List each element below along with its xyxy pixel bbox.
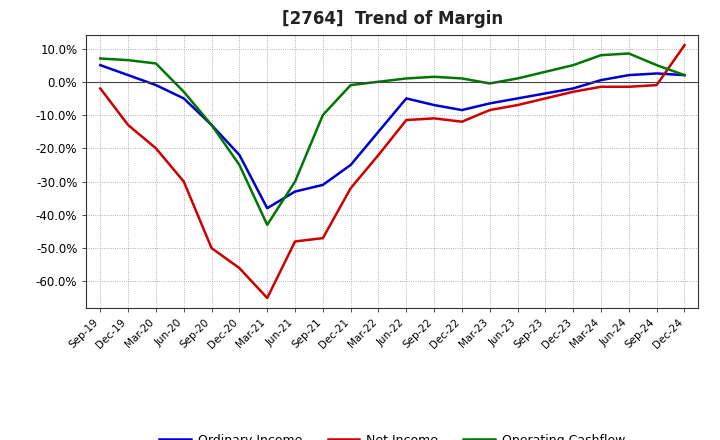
Ordinary Income [346,162,355,168]
Operating Cashflow [318,112,327,117]
Net Income [569,89,577,95]
Operating Cashflow [597,52,606,58]
Operating Cashflow [124,58,132,63]
Ordinary Income [597,77,606,83]
Ordinary Income [402,96,410,101]
Ordinary Income [179,96,188,101]
Net Income [318,235,327,241]
Ordinary Income [513,96,522,101]
Ordinary Income [124,73,132,78]
Operating Cashflow [680,73,689,78]
Operating Cashflow [374,79,383,84]
Operating Cashflow [179,89,188,95]
Operating Cashflow [652,62,661,68]
Ordinary Income [152,82,161,88]
Net Income [152,146,161,151]
Operating Cashflow [207,122,216,128]
Legend: Ordinary Income, Net Income, Operating Cashflow: Ordinary Income, Net Income, Operating C… [154,429,631,440]
Net Income [430,116,438,121]
Ordinary Income [318,182,327,187]
Line: Ordinary Income: Ordinary Income [100,65,685,208]
Ordinary Income [207,122,216,128]
Ordinary Income [680,73,689,78]
Net Income [235,265,243,271]
Net Income [124,122,132,128]
Ordinary Income [96,62,104,68]
Operating Cashflow [152,61,161,66]
Net Income [402,117,410,123]
Net Income [541,96,550,101]
Net Income [485,107,494,113]
Operating Cashflow [402,76,410,81]
Net Income [291,239,300,244]
Net Income [346,186,355,191]
Ordinary Income [652,71,661,76]
Net Income [624,84,633,89]
Operating Cashflow [430,74,438,80]
Line: Operating Cashflow: Operating Cashflow [100,54,685,225]
Operating Cashflow [291,179,300,184]
Title: [2764]  Trend of Margin: [2764] Trend of Margin [282,10,503,28]
Ordinary Income [458,107,467,113]
Ordinary Income [541,91,550,96]
Operating Cashflow [513,76,522,81]
Net Income [458,119,467,125]
Net Income [374,152,383,158]
Ordinary Income [485,101,494,106]
Net Income [597,84,606,89]
Net Income [207,246,216,251]
Operating Cashflow [346,82,355,88]
Operating Cashflow [458,76,467,81]
Net Income [513,103,522,108]
Ordinary Income [235,152,243,158]
Operating Cashflow [96,56,104,61]
Operating Cashflow [235,162,243,168]
Ordinary Income [291,189,300,194]
Ordinary Income [624,73,633,78]
Operating Cashflow [569,62,577,68]
Net Income [96,86,104,91]
Net Income [179,179,188,184]
Net Income [263,295,271,301]
Ordinary Income [569,86,577,91]
Ordinary Income [430,103,438,108]
Net Income [680,43,689,48]
Ordinary Income [263,205,271,211]
Ordinary Income [374,129,383,134]
Line: Net Income: Net Income [100,45,685,298]
Operating Cashflow [263,222,271,227]
Operating Cashflow [541,69,550,74]
Operating Cashflow [624,51,633,56]
Operating Cashflow [485,81,494,86]
Net Income [652,82,661,88]
